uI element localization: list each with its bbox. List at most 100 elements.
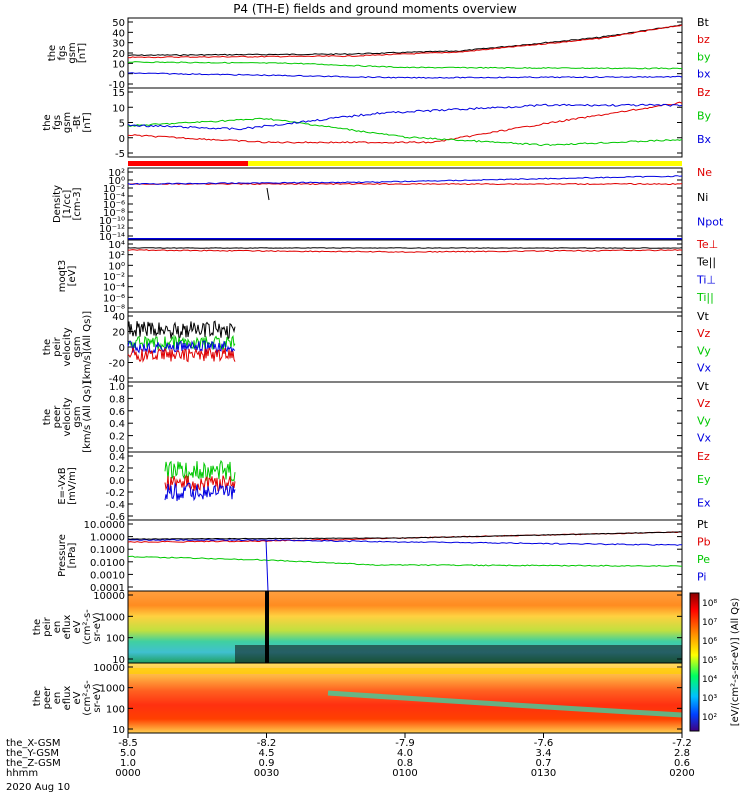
peir-spec-ylabel: thepeirenefluxeV(cm²-s-sr-eV) [32, 609, 103, 645]
y-tick-label: 0 [119, 343, 125, 354]
peer-vel-frame [128, 382, 682, 452]
y-tick-label: 40 [112, 312, 125, 323]
legend-Pi: Pi [697, 570, 706, 583]
x-row-value: 0030 [254, 768, 279, 779]
Vt-trace [128, 321, 235, 339]
colorbar: 10⁸10⁷10⁶10⁵10⁴10³10²[eV/(cm²-s-sr-eV)] … [690, 593, 741, 731]
y-tick-label: 10 [112, 103, 125, 114]
peir-vel-ylabel: thepeirvelocitygsm[km/s](All Qs)] [42, 311, 93, 383]
legend-Ez: Ez [697, 450, 710, 463]
x-row-value: 0200 [669, 768, 694, 779]
ylabel-line: [cm-3] [72, 187, 83, 220]
y-tick-label: 1000 [100, 684, 125, 695]
y-tick-label: 10⁴ [108, 240, 125, 251]
peir-spec-gap [265, 591, 269, 663]
legend-bz: bz [697, 33, 710, 46]
legend-Vy: Vy [697, 414, 711, 427]
y-tick-label: 0.0100 [90, 558, 125, 569]
ylabel-line: [km/s (All Qs)] [82, 381, 93, 453]
Bt-trace [128, 25, 682, 56]
y-tick-label: 5 [119, 119, 125, 130]
fgs-dsl-ylabel: thefgsgsm-Bt[nT] [42, 112, 93, 133]
legend-Vz: Vz [697, 327, 711, 340]
ylabel-line: [nT] [82, 112, 93, 132]
Pb-trace [128, 532, 682, 543]
y-tick-label: 0.8 [109, 394, 125, 405]
colorbar-tick-label: 10⁷ [702, 618, 717, 628]
panel-peir-vel: 40200-20-40thepeirvelocitygsm[km/s](All … [42, 310, 712, 385]
legend-Bz: Bz [697, 86, 711, 99]
pressure-frame [128, 520, 682, 591]
y-tick-label: -0.2 [105, 488, 125, 499]
y-tick-label: 0.4 [109, 452, 125, 463]
legend-Bx: Bx [697, 133, 712, 146]
legend-Bt: Bt [697, 16, 710, 29]
x-row-label: hhmm [6, 768, 38, 779]
panel-temp: 10⁴10²10⁰10⁻²10⁻⁴10⁻⁶10⁻⁸moqt3[eV]Te⊥Te|… [57, 238, 718, 315]
mode-bar-red [128, 161, 248, 166]
date-label: 2020 Aug 10 [6, 782, 70, 793]
Ne-trace [128, 184, 682, 185]
y-tick-label: 0.6 [109, 407, 125, 418]
Pt-trace [128, 532, 682, 539]
ylabel-line: [nPa] [67, 542, 78, 568]
Ey-trace [165, 461, 235, 481]
efield-frame [128, 452, 682, 520]
plot-title: P4 (TH-E) fields and ground moments over… [233, 2, 517, 16]
density-ylabel: Density[1/cc][cm-3] [52, 185, 83, 223]
legend-Ex: Ex [697, 496, 711, 509]
legend-Ey: Ey [697, 473, 711, 486]
legend-Ti⊥: Ti⊥ [696, 273, 716, 286]
legend-Pe: Pe [697, 553, 710, 566]
panel-peir-spec: 10000100010010thepeirenefluxeV(cm²-s-sr-… [32, 591, 682, 666]
y-tick-label: 1.0000 [90, 533, 125, 544]
density-frame [128, 168, 682, 240]
x-row-value: 0000 [115, 768, 140, 779]
legend-bx: bx [697, 67, 711, 80]
Bx-trace [128, 104, 682, 129]
legend-Vy: Vy [697, 344, 711, 357]
colorbar-tick-label: 10⁸ [702, 599, 717, 609]
colorbar-tick-label: 10³ [702, 694, 717, 704]
peer-spec-ylabel: thepeerenefluxeV(cm²-s-sr-eV) [32, 680, 103, 716]
y-tick-label: -0.4 [105, 500, 125, 511]
legend-by: by [697, 50, 711, 63]
density-spike [267, 188, 269, 200]
by-trace [128, 62, 682, 69]
colorbar-scale [690, 593, 699, 731]
y-tick-label: 100 [106, 704, 125, 715]
x-row-value: 0130 [531, 768, 556, 779]
Pe-trace [128, 556, 682, 566]
colorbar-tick-label: 10⁵ [702, 656, 717, 666]
y-tick-label: 0.0 [109, 476, 125, 487]
panels: 50403020100-10thefgsgsm[nT]Btbzbybx15105… [32, 16, 724, 736]
legend-Vt: Vt [697, 310, 710, 323]
pressure-ylabel: Pressure[nPa] [57, 534, 78, 577]
y-tick-label: 10 [112, 725, 125, 736]
y-tick-label: -20 [109, 359, 125, 370]
ylabel-line: sr-eV) [92, 683, 103, 712]
peer-vel-ylabel: thepeervelocitygsm[km/s (All Qs)] [42, 381, 93, 453]
By-trace [128, 118, 682, 145]
legend-Te||: Te|| [696, 256, 716, 269]
legend-Vx: Vx [697, 431, 712, 444]
y-tick-label: 0.2 [109, 464, 125, 475]
y-tick-label: 15 [112, 88, 125, 99]
Ez-trace [165, 476, 235, 491]
y-tick-label: 10⁻⁴ [103, 283, 125, 294]
panel-density: 10²10⁰10⁻²10⁻⁴10⁻⁶10⁻⁸10⁻¹⁰10⁻¹²10⁻¹⁴Den… [52, 161, 724, 243]
y-tick-label: 0.2 [109, 432, 125, 443]
y-tick-label: 0.0010 [90, 570, 125, 581]
colorbar-tick-label: 10² [702, 713, 717, 723]
y-tick-label: 10.0000 [84, 520, 125, 531]
mode-bar-yellow [248, 161, 682, 166]
ylabel-line: [nT] [77, 43, 88, 63]
y-tick-label: 1.0 [109, 382, 125, 393]
x-row-value: 0100 [392, 768, 417, 779]
panel-peer-spec: 10000100010010thepeerenefluxeV(cm²-s-sr-… [32, 663, 682, 736]
